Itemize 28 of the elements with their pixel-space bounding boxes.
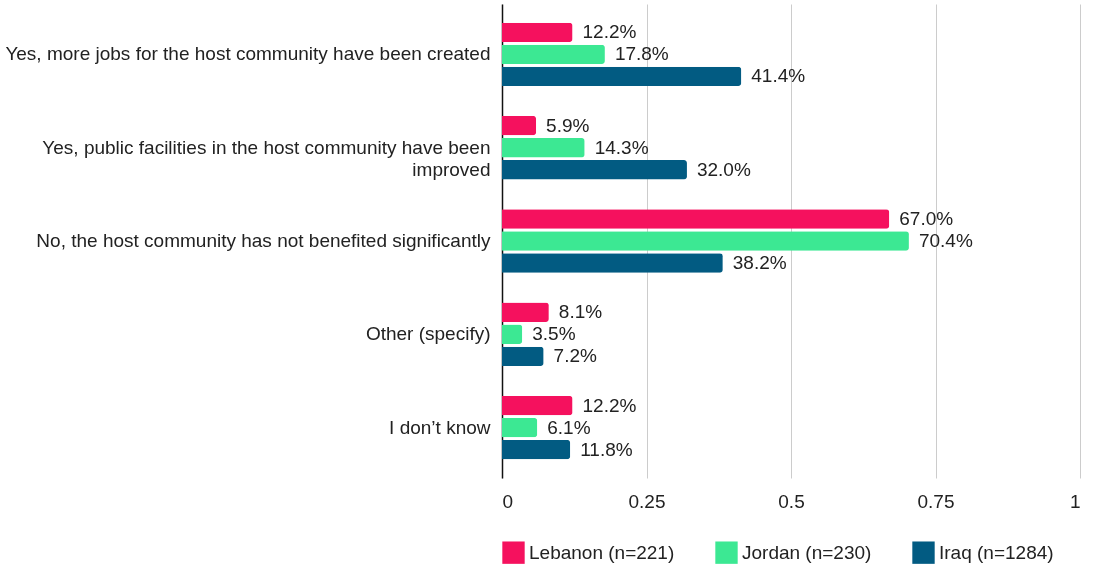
- data-label: 70.4%: [918, 230, 973, 251]
- data-label: 38.2%: [732, 252, 787, 274]
- data-label: 32.0%: [696, 158, 751, 180]
- x-tick-label: 1: [1069, 490, 1081, 512]
- data-label: 12.2%: [582, 394, 637, 416]
- legend-label: Jordan (n=230): [742, 541, 872, 563]
- data-label: 3.5%: [532, 323, 576, 345]
- x-tick-label: 0.75: [917, 490, 955, 512]
- x-tick-label: 0.5: [778, 490, 805, 512]
- y-tick-label: Yes, public facilities in the host community have been improved: [42, 136, 491, 180]
- legend-label: Iraq (n=1284): [939, 541, 1054, 563]
- data-label: 12.2%: [582, 21, 637, 43]
- data-label: 11.8%: [580, 438, 633, 460]
- data-label: 6.1%: [547, 416, 591, 438]
- y-tick-label: Other (specify): [365, 323, 491, 345]
- data-label: 8.1%: [558, 301, 603, 323]
- data-label: 7.2%: [553, 345, 598, 367]
- x-tick-label: 0.25: [628, 490, 666, 512]
- data-label: 5.9%: [546, 114, 590, 136]
- x-tick-label: 0: [502, 490, 514, 512]
- data-label: 14.3%: [594, 136, 649, 158]
- data-label: 17.8%: [614, 43, 669, 65]
- data-label: 41.4%: [751, 65, 806, 87]
- data-label: 67.0%: [899, 207, 954, 229]
- y-tick-label: I don’t know: [389, 416, 491, 438]
- y-tick-label: Yes, more jobs for the host community have been created: [5, 43, 491, 65]
- y-tick-label: No, the host community has not benefited significantly: [36, 230, 491, 251]
- legend-label: Lebanon (n=221): [529, 541, 675, 563]
